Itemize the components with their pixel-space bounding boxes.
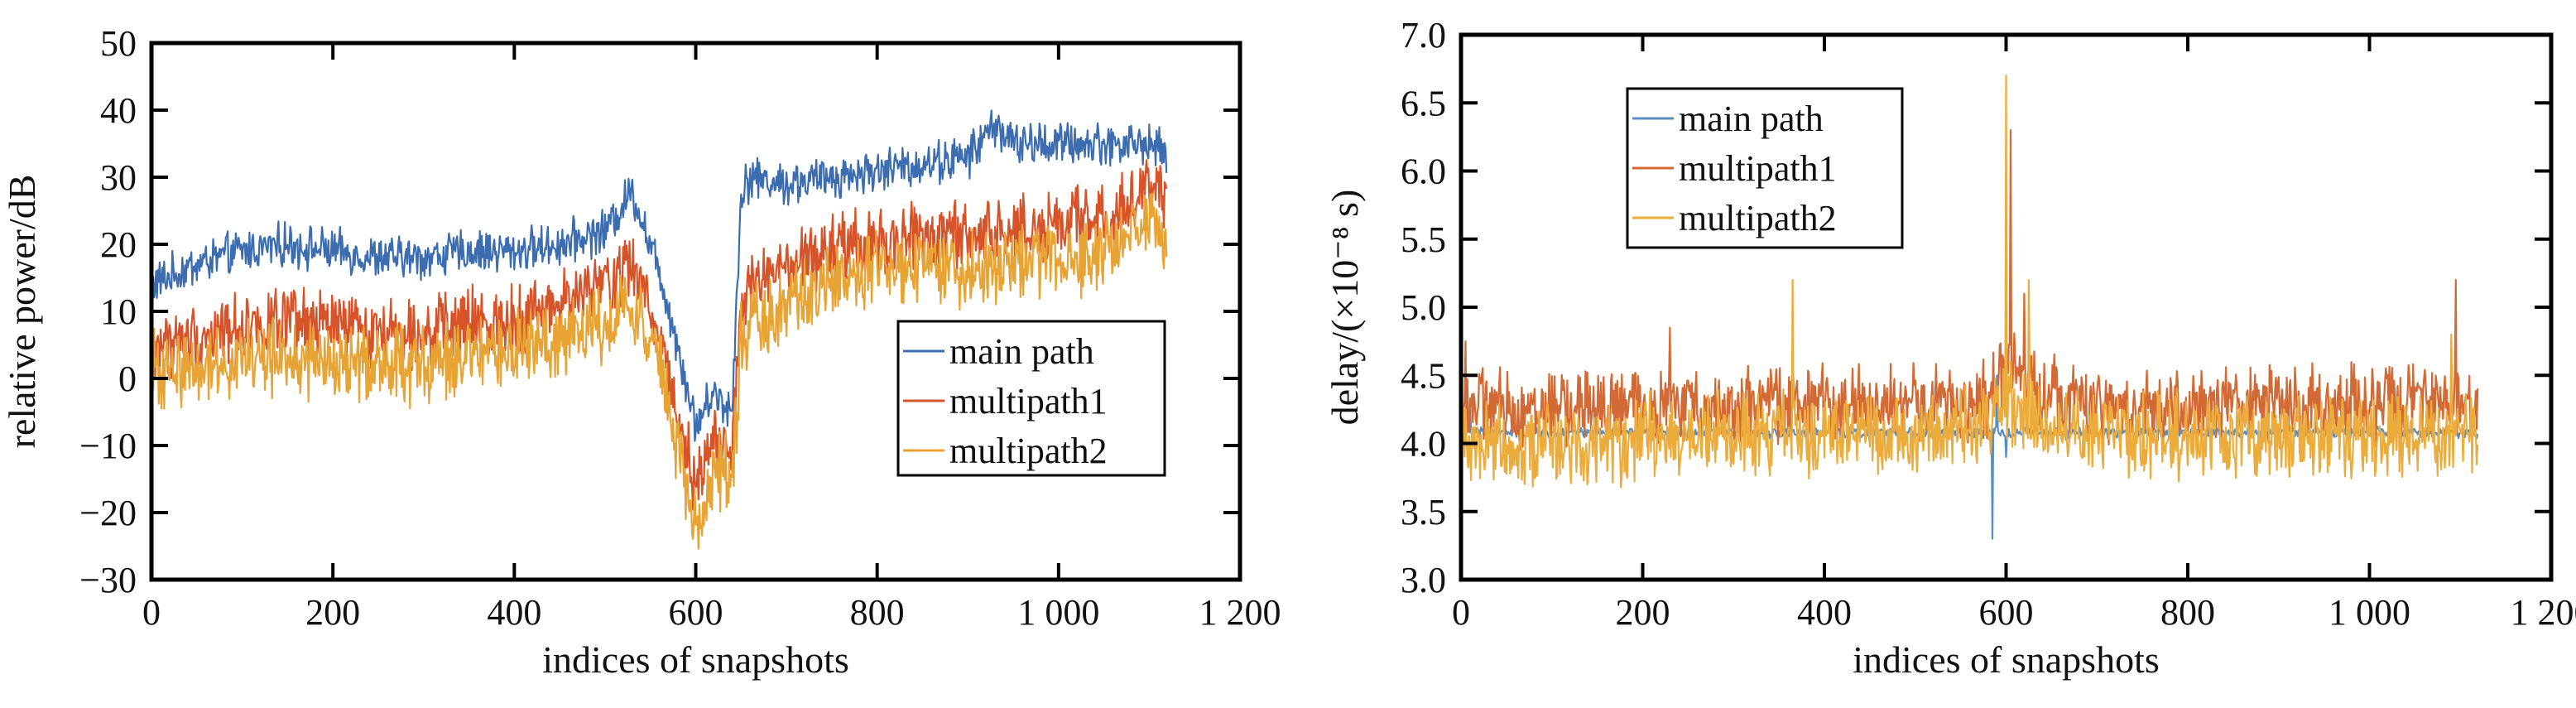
power-y-tick-label: 20	[100, 224, 137, 265]
delay-y-tick-label: 4.0	[1401, 424, 1446, 465]
power-x-tick-label: 1 000	[1017, 592, 1099, 633]
delay-x-tick-label: 600	[1979, 592, 2034, 633]
power-y-tick-label: 40	[100, 90, 137, 131]
delay-y-axis-label: delay/(×10⁻⁸ s)	[1324, 190, 1366, 426]
power-legend-label: multipath2	[949, 431, 1108, 471]
power-y-tick-label: −10	[79, 426, 137, 466]
power-series-main-path	[151, 109, 1168, 442]
delay-x-tick-label: 0	[1452, 592, 1470, 633]
delay-y-tick-label: 3.5	[1401, 492, 1446, 532]
delay-series-multipath1	[1461, 129, 2479, 451]
delay-series-group	[1461, 75, 2479, 540]
power-y-tick-label: 50	[100, 23, 137, 64]
delay-x-tick-label: 400	[1797, 592, 1852, 633]
power-y-tick-label: 30	[100, 157, 137, 198]
delay-legend: main path multipath1 multipath2	[1626, 87, 1904, 249]
power-y-tick-label: 10	[100, 291, 137, 332]
power-x-tick-label: 400	[487, 592, 541, 633]
power-y-tick-label: 0	[118, 359, 137, 399]
power-x-tick-label: 1 200	[1199, 592, 1281, 633]
power-legend-label: multipath1	[949, 381, 1108, 421]
delay-x-axis-label: indices of snapshots	[1853, 638, 2160, 681]
power-x-tick-label: 800	[850, 592, 905, 633]
power-x-tick-label: 0	[142, 592, 161, 633]
power-series-multipath2	[151, 192, 1168, 550]
delay-y-tick-label: 6.5	[1401, 83, 1446, 123]
delay-y-tick-label: 4.5	[1401, 355, 1446, 396]
delay-y-tick-label: 5.0	[1401, 287, 1446, 328]
power-y-tick-label: −30	[79, 560, 137, 600]
delay-x-tick-label: 1 000	[2328, 592, 2410, 633]
power-series-group	[151, 109, 1168, 550]
delay-legend-label: multipath1	[1679, 148, 1837, 189]
power-y-axis-label: relative power/dB	[1, 175, 43, 449]
power-y-tick-label: −20	[79, 493, 137, 533]
power-x-tick-label: 600	[669, 592, 723, 633]
power-legend: main path multipath1 multipath2	[896, 320, 1166, 477]
power-chart: 0 200 400 600 800 1 000 1 200 −30 −20 −10 0 10 20 30 4…	[1, 23, 1281, 681]
power-x-axis-label: indices of snapshots	[542, 638, 849, 681]
delay-legend-label: multipath2	[1679, 198, 1837, 238]
delay-y-tick-label: 5.5	[1401, 219, 1446, 260]
delay-x-tick-label: 200	[1616, 592, 1670, 633]
delay-legend-label: main path	[1679, 99, 1824, 139]
delay-series-multipath2	[1461, 75, 2479, 489]
delay-y-tick-label: 6.0	[1401, 152, 1446, 192]
delay-y-tick-label: 7.0	[1401, 15, 1446, 55]
delay-y-tick-label: 3.0	[1401, 560, 1446, 600]
delay-x-tick-label: 1 200	[2511, 592, 2576, 633]
delay-x-tick-label: 800	[2160, 592, 2215, 633]
delay-chart: 0 200 400 600 800 1 000 1 200 3.0 3.5 4.0 4.5 5.0 5.…	[1324, 15, 2576, 681]
power-x-tick-label: 200	[305, 592, 360, 633]
power-legend-label: main path	[949, 331, 1094, 372]
